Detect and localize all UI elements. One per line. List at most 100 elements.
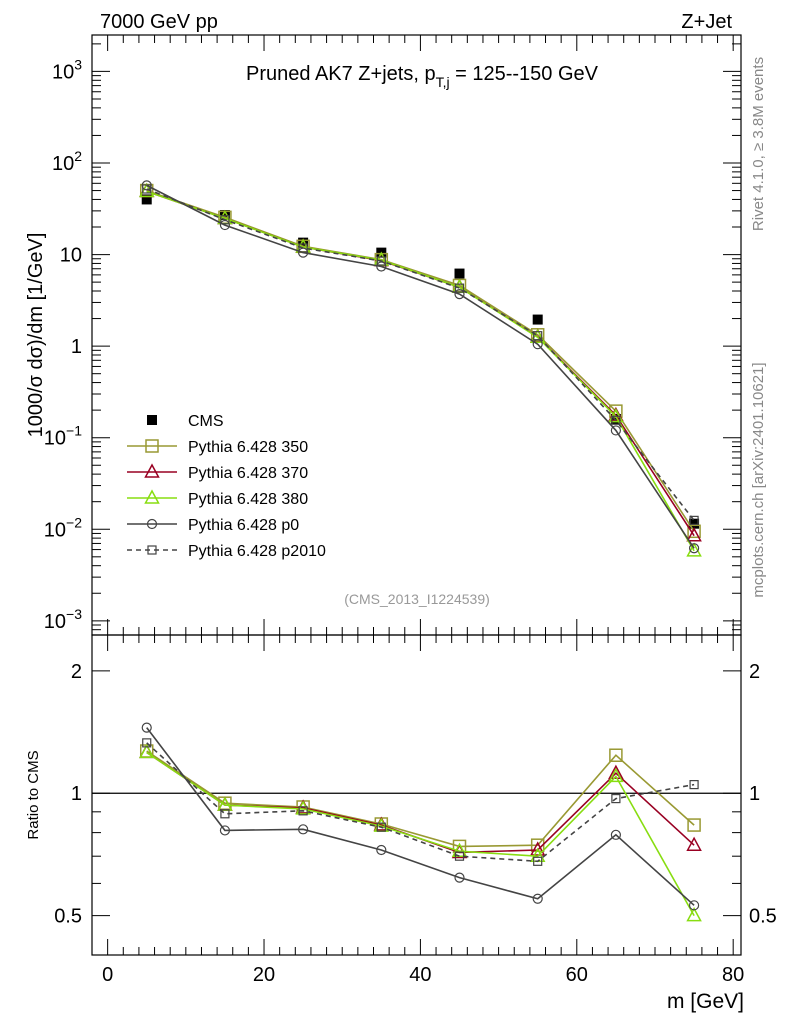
ratio-point-pythia-6-428-p2010-4 [454, 851, 465, 861]
series-line-pythia-6-428-370 [146, 190, 695, 537]
ratio-series-pythia-6-428-380 [138, 743, 702, 922]
header-left: 7000 GeV pp [100, 11, 218, 33]
y-tick-label-3: 1 [71, 336, 82, 358]
ratio-point-pythia-6-428-380-6 [608, 767, 624, 783]
legend-item-pythia-6-428-380: Pythia 6.428 380 [127, 489, 308, 508]
point-cms-6 [610, 414, 621, 425]
ratio-tick-label-right-1: 1 [749, 783, 760, 805]
title-sub: T,j [436, 74, 450, 90]
y-tick-label-1: 102 [52, 148, 82, 175]
legend-label-cms: CMS [188, 413, 224, 430]
ratio-tick-label-right-0.5: 0.5 [749, 906, 777, 928]
ratio-point-pythia-6-428-p0-1 [219, 825, 231, 836]
legend-item-pythia-6-428-350: Pythia 6.428 350 [127, 439, 308, 456]
series-line-pythia-6-428-p2010 [146, 188, 695, 521]
main-plot-area [138, 180, 702, 557]
point-pythia-6-428-p2010-3 [376, 256, 386, 266]
y-tick-exponent-6: −3 [66, 606, 82, 622]
ratio-tick-label-2: 2 [71, 661, 82, 683]
header-right: Z+Jet [681, 11, 732, 33]
watermark: (CMS_2013_I1224539) [344, 591, 490, 607]
legend-item-cms: CMS [147, 413, 224, 430]
y-tick-exponent-5: −2 [66, 514, 82, 530]
ratio-point-pythia-6-428-p0-2 [298, 824, 309, 835]
point-pythia-6-428-p0-2 [298, 247, 309, 258]
y-tick-mantissa-1: 10 [52, 153, 74, 175]
ratio-point-pythia-6-428-p0-7 [688, 900, 700, 911]
legend-marker-pythia-6-428-380 [144, 489, 160, 504]
ratio-plot-area [92, 722, 741, 922]
legend-marker-pythia-6-428-p2010 [147, 545, 157, 555]
point-pythia-6-428-350-7 [687, 524, 701, 539]
ratio-point-pythia-6-428-350-7 [687, 818, 701, 832]
point-pythia-6-428-p2010-2 [298, 243, 308, 253]
ratio-y-label: Ratio to CMS [25, 750, 42, 839]
legend-marker-pythia-6-428-370 [144, 463, 160, 478]
ratio-series-pythia-6-428-370 [138, 743, 702, 859]
point-pythia-6-428-p2010-5 [533, 331, 543, 341]
point-pythia-6-428-p0-4 [454, 289, 465, 300]
series-line-pythia-6-428-350 [146, 189, 695, 532]
legend-label-pythia-6-428-370: Pythia 6.428 370 [188, 465, 308, 482]
point-pythia-6-428-380-7 [686, 542, 702, 557]
ratio-tick-label-right-2: 2 [749, 661, 760, 683]
y-tick-label-6: 10−3 [44, 606, 82, 633]
ratio-point-pythia-6-428-350-6 [609, 748, 623, 762]
legend-label-pythia-6-428-350: Pythia 6.428 350 [188, 439, 308, 456]
legend: CMS Pythia 6.428 350 Pythia 6.428 370 Pythi… [127, 413, 326, 560]
ratio-point-pythia-6-428-p2010-3 [376, 822, 386, 832]
legend-label-pythia-6-428-380: Pythia 6.428 380 [188, 491, 308, 508]
ratio-point-pythia-6-428-370-5 [529, 841, 546, 856]
main-title: Pruned AK7 Z+jets, pT,j = 125--150 GeV [246, 63, 599, 90]
point-pythia-6-428-p0-3 [376, 261, 387, 272]
y-tick-mantissa-6: 10 [44, 611, 66, 633]
x-tick-label-40: 40 [409, 964, 431, 986]
ratio-point-pythia-6-428-p2010-1 [220, 809, 230, 819]
y-tick-exponent-0: 3 [74, 56, 82, 72]
y-tick-exponent-4: −1 [66, 423, 82, 439]
point-cms-7 [689, 518, 700, 529]
ratio-series-pythia-6-428-p2010 [142, 738, 699, 866]
ratio-point-pythia-6-428-380-0 [138, 743, 155, 759]
y-tick-mantissa-5: 10 [44, 519, 66, 541]
ratio-point-pythia-6-428-370-7 [686, 836, 702, 851]
rivet-label: Rivet 4.1.0, ≥ 3.8M events [750, 57, 767, 231]
ratio-point-pythia-6-428-380-4 [451, 842, 468, 857]
ratio-point-pythia-6-428-p0-4 [454, 872, 465, 883]
y-tick-mantissa-2: 10 [60, 245, 82, 267]
legend-item-pythia-6-428-370: Pythia 6.428 370 [127, 463, 308, 482]
point-pythia-6-428-380-6 [608, 408, 624, 423]
series-line-pythia-6-428-p0 [146, 184, 695, 549]
y-tick-label-0: 103 [52, 56, 82, 83]
y-tick-label-2: 10 [60, 245, 82, 267]
ratio-point-pythia-6-428-370-6 [608, 764, 624, 779]
ratio-point-pythia-6-428-380-7 [686, 907, 702, 922]
legend-marker-pythia-6-428-350 [145, 439, 159, 453]
title-main: Pruned AK7 Z+jets, p [246, 63, 436, 85]
ratio-series-pythia-6-428-p0 [141, 722, 700, 911]
point-cms-0 [141, 194, 152, 205]
ratio-point-pythia-6-428-p2010-2 [298, 806, 308, 816]
point-pythia-6-428-p0-7 [688, 543, 700, 554]
ratio-line-pythia-6-428-p0 [146, 727, 695, 906]
title-rest: = 125--150 GeV [450, 63, 599, 85]
point-pythia-6-428-p2010-1 [220, 215, 230, 225]
point-pythia-6-428-p0-6 [610, 425, 621, 436]
point-pythia-6-428-380-5 [529, 328, 546, 344]
x-tick-label-60: 60 [566, 964, 588, 986]
point-cms-1 [219, 210, 230, 221]
point-cms-2 [298, 237, 309, 248]
point-pythia-6-428-p2010-7 [689, 515, 699, 525]
ratio-panel [92, 722, 741, 922]
ratio-point-pythia-6-428-p2010-0 [142, 738, 152, 748]
legend-marker-cms [147, 415, 157, 425]
ratio-point-pythia-6-428-p2010-7 [689, 780, 699, 790]
x-tick-label-0: 0 [102, 964, 113, 986]
ratio-point-pythia-6-428-p0-3 [376, 844, 387, 856]
x-axis: 0 20 40 60 80 [102, 35, 744, 986]
ratio-tick-label-0.5: 0.5 [54, 906, 82, 928]
ratio-point-pythia-6-428-p2010-5 [533, 856, 543, 866]
main-panel [138, 180, 702, 557]
ratio-tick-label-1: 1 [71, 783, 82, 805]
